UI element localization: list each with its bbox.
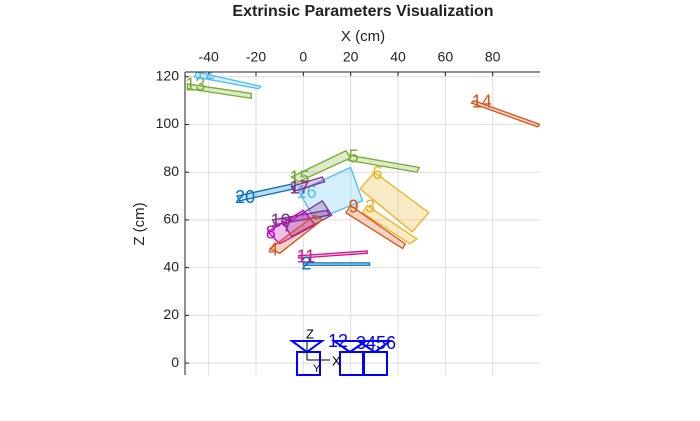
board	[297, 250, 368, 259]
board-label: 10	[271, 211, 291, 231]
board	[297, 166, 364, 221]
board-label: 9	[349, 196, 359, 216]
camera-label: 3456	[356, 333, 396, 353]
board-label: 8	[266, 223, 276, 243]
board	[345, 204, 406, 250]
board	[236, 183, 295, 202]
camera-axis-letter: Z	[306, 326, 314, 341]
board	[268, 214, 324, 255]
board	[290, 176, 326, 193]
camera-icon	[330, 340, 370, 354]
board-label: 7	[282, 215, 292, 235]
x-tick-label: 20	[343, 49, 359, 65]
board	[359, 171, 430, 233]
camera-icon	[296, 351, 321, 376]
camera-icon	[363, 351, 388, 376]
x-tick-label: 80	[485, 49, 501, 65]
board	[193, 72, 263, 90]
board	[470, 99, 540, 128]
board-label: 16	[297, 182, 317, 202]
x-tick-label: 0	[299, 49, 307, 65]
board-label: 3	[365, 196, 375, 216]
board-label: 14	[472, 91, 492, 111]
board	[290, 149, 352, 183]
camera-icon	[354, 340, 394, 354]
board-label: 17	[290, 177, 310, 197]
y-tick-label: 0	[171, 354, 179, 370]
cameras: 12 3456 Z X Y	[288, 326, 396, 376]
x-tick-label: -20	[246, 49, 266, 65]
board-label: 12	[195, 63, 215, 83]
board-label: 6	[372, 163, 382, 183]
x-tick-label: 60	[438, 49, 454, 65]
board-label: 4	[268, 239, 278, 259]
y-axis-label: Z (cm)	[131, 202, 148, 245]
y-tick-label: 40	[163, 258, 179, 274]
y-tick-label: 120	[156, 67, 180, 83]
camera-axis-letter: X	[332, 353, 341, 368]
board	[186, 83, 252, 99]
board	[302, 262, 371, 266]
board-label: 13	[185, 75, 205, 95]
camera-icon	[288, 340, 326, 354]
camera-label: 12	[328, 331, 348, 351]
x-tick-label: 40	[390, 49, 406, 65]
y-tick-label: 100	[156, 115, 180, 131]
board-label: 5	[349, 146, 359, 166]
board	[361, 204, 419, 245]
y-tick-label: 60	[163, 211, 179, 227]
board-label: 20	[235, 187, 255, 207]
y-tick-label: 80	[163, 163, 179, 179]
x-axis-label: X (cm)	[341, 28, 385, 45]
y-tick-label: 20	[163, 306, 179, 322]
board-label: 2	[301, 254, 311, 274]
board-label: 11	[297, 246, 316, 266]
x-tick-label: -40	[199, 49, 219, 65]
chart-title: Extrinsic Parameters Visualization	[232, 3, 493, 20]
camera-axis-letter: Y	[313, 363, 321, 375]
